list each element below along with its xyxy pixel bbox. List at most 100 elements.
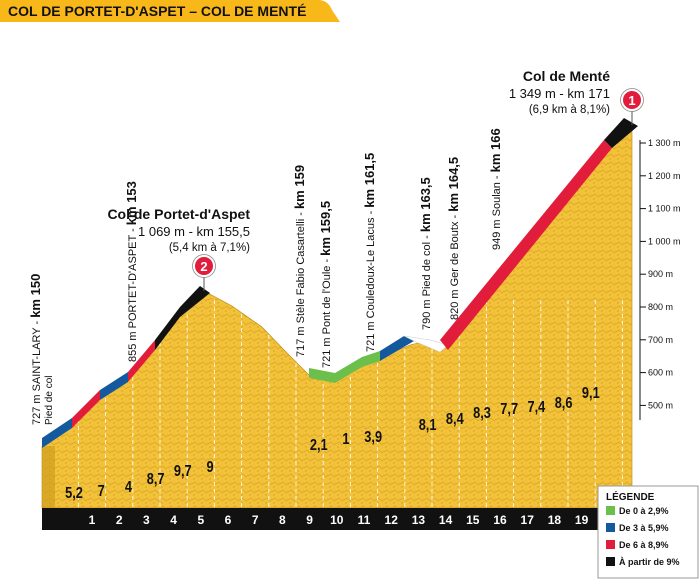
legend-label: À partir de 9% <box>619 557 680 567</box>
legend-label: De 0 à 2,9% <box>619 506 669 516</box>
base-strip <box>42 500 640 530</box>
band-blue-2 <box>100 372 128 400</box>
summit-detail-mente: 1 349 m - km 171 <box>509 86 610 101</box>
gradient-value: 7 <box>98 483 105 501</box>
gradient-value: 9,7 <box>174 463 192 481</box>
waypoint-label: 721 m Couledoux-Le Lacus - km 161,5 <box>362 153 377 352</box>
waypoint-km: km 163,5 <box>418 177 433 232</box>
km-number: 5 <box>197 513 204 527</box>
gradient-value: 7,4 <box>528 399 546 417</box>
band-red-2 <box>128 340 155 382</box>
gradient-values: 5,2 7 4 8,7 9,7 9 2,1 1 3,9 8,1 8,4 8,3 7,7 7,4 8,6 9,1 <box>65 385 600 503</box>
km-number: 11 <box>358 513 371 527</box>
summit-climb-portet: (5,4 km à 7,1%) <box>169 242 250 254</box>
waypoint-alt: 727 m SAINT-LARY - <box>31 318 43 425</box>
gradient-value: 8,3 <box>473 405 491 423</box>
band-red-1 <box>72 390 100 428</box>
altitude-label: 700 m <box>648 335 673 345</box>
waypoint-km: km 159,5 <box>318 201 333 256</box>
waypoint-label: 717 m Stèle Fabio Casartelli - km 159 <box>292 165 307 357</box>
waypoint: 721 m Couledoux-Le Lacus - km 161,5 <box>362 153 377 352</box>
waypoint-km: km 164,5 <box>446 157 461 212</box>
band-black-2 <box>180 286 210 317</box>
waypoint: 790 m Pied de col - km 163,5 <box>418 177 433 330</box>
waypoint-alt: 820 m Ger de Boutx - <box>449 212 461 320</box>
gradient-value: 9 <box>206 459 213 477</box>
altitude-label: 1 100 m <box>648 204 681 214</box>
terrain-side <box>42 446 55 508</box>
waypoint: 820 m Ger de Boutx - km 164,5 <box>446 157 461 320</box>
legend-swatch <box>606 540 615 549</box>
legend-swatch <box>606 557 615 566</box>
km-number: 1 <box>89 513 96 527</box>
km-number: 8 <box>279 513 286 527</box>
altitude-label: 1 000 m <box>648 236 681 246</box>
altitude-label: 900 m <box>648 269 673 279</box>
waypoint-alt: 949 m Soulan - <box>491 172 503 250</box>
gradient-value: 3,9 <box>364 429 382 447</box>
gradient-value: 8,7 <box>147 471 165 489</box>
altitude-label: 800 m <box>648 302 673 312</box>
altitude-label: 500 m <box>648 400 673 410</box>
legend-swatch <box>606 506 615 515</box>
waypoint-km: km 153 <box>124 181 139 225</box>
km-number: 12 <box>385 513 399 527</box>
waypoint: 721 m Pont de l'Oule - km 159,5 <box>318 201 333 368</box>
waypoint-label: 855 m PORTET-D'ASPET - km 153 <box>124 181 139 362</box>
waypoint: 717 m Stèle Fabio Casartelli - km 159 <box>292 165 307 357</box>
band-red-3 <box>440 140 612 350</box>
waypoint-sub: Pied de col <box>44 376 55 425</box>
km-numbers: 123456789101112131415161718192021 <box>89 513 643 527</box>
waypoint-label: 721 m Pont de l'Oule - km 159,5 <box>318 201 333 368</box>
gradient-value: 8,4 <box>446 411 464 429</box>
gradient-value: 7,7 <box>500 401 518 419</box>
waypoint-label: 727 m SAINT-LARY - km 150 <box>28 274 43 425</box>
km-number: 18 <box>548 513 562 527</box>
legend-label: De 3 à 5,9% <box>619 523 669 533</box>
waypoint-alt: 855 m PORTET-D'ASPET - <box>127 225 139 362</box>
summit-climb-mente: (6,9 km à 8,1%) <box>529 104 610 116</box>
km-number: 4 <box>170 513 177 527</box>
waypoint: 949 m Soulan - km 166 <box>488 128 503 250</box>
waypoint-alt: 721 m Pont de l'Oule - <box>321 256 333 368</box>
summit-badge-1: 1 <box>620 88 644 125</box>
gradient-value: 1 <box>342 431 349 449</box>
gradient-value: 4 <box>125 479 132 497</box>
km-number: 10 <box>330 513 344 527</box>
header-tab <box>0 0 340 22</box>
legend: LÉGENDE De 0 à 2,9% De 3 à 5,9% De 6 à 8,9… <box>597 485 699 579</box>
waypoint-label: 949 m Soulan - km 166 <box>488 128 503 250</box>
gradient-value: 9,1 <box>582 385 600 403</box>
summit-detail-portet: 1 069 m - km 155,5 <box>138 224 250 239</box>
gradient-value: 2,1 <box>310 437 328 455</box>
summit-name-portet: Col de Portet-d'Aspet <box>107 206 250 222</box>
band-green <box>309 351 380 383</box>
gradient-value: 8,1 <box>419 417 437 435</box>
km-number: 19 <box>575 513 589 527</box>
header-title: COL DE PORTET-D'ASPET – COL DE MENTÉ <box>8 3 306 19</box>
waypoint-km: km 166 <box>488 128 503 172</box>
summit-caption-mente: Col de Menté 1 349 m - km 171 (6,9 km à … <box>509 68 610 116</box>
altitude-scale: 1 300 m 1 200 m 1 100 m 1 000 m 900 m 800 m 70… <box>639 138 681 420</box>
legend-swatch <box>606 523 615 532</box>
km-number: 17 <box>521 513 535 527</box>
km-number: 14 <box>439 513 453 527</box>
waypoint: 855 m PORTET-D'ASPET - km 153 <box>124 181 139 362</box>
legend-label: De 6 à 8,9% <box>619 540 669 550</box>
band-white <box>403 335 449 353</box>
waypoint-km: km 161,5 <box>362 153 377 208</box>
badge-2-label: 2 <box>200 259 207 274</box>
waypoint-alt: 721 m Couledoux-Le Lacus - <box>365 208 377 352</box>
band-black-3 <box>604 118 638 148</box>
waypoint-alt: 790 m Pied de col - <box>421 232 433 330</box>
km-number: 16 <box>493 513 507 527</box>
legend-title: LÉGENDE <box>606 490 655 503</box>
km-number: 6 <box>225 513 232 527</box>
km-number: 13 <box>412 513 426 527</box>
waypoint-km: km 159 <box>292 165 307 209</box>
waypoint-label: 820 m Ger de Boutx - km 164,5 <box>446 157 461 320</box>
